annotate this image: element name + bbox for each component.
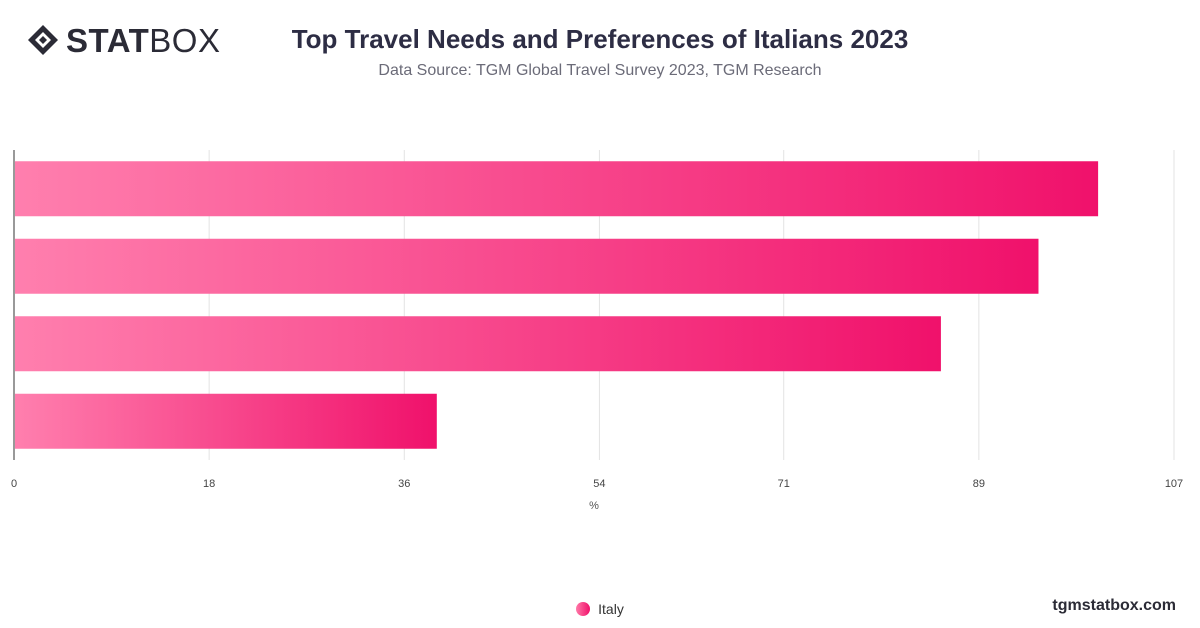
x-tick-label: 71: [778, 478, 790, 490]
x-axis-ticks: 0 18 36 54 71 89 107: [11, 478, 1183, 490]
bars: [15, 161, 1099, 449]
logo-wordmark: STATBOX: [66, 24, 220, 57]
logo-text-light: BOX: [149, 21, 221, 59]
x-tick-label: 89: [973, 478, 985, 490]
legend[interactable]: Italy: [0, 601, 1200, 617]
legend-marker: [576, 602, 591, 616]
bar[interactable]: [15, 393, 437, 449]
legend-label: Italy: [598, 601, 624, 617]
chart-subtitle: Data Source: TGM Global Travel Survey 20…: [378, 62, 822, 79]
x-tick-label: 36: [398, 478, 410, 490]
x-axis-title: %: [589, 500, 599, 512]
statbox-logo: STATBOX: [26, 22, 220, 58]
x-tick-label: 18: [203, 478, 215, 490]
bar[interactable]: [15, 161, 1099, 217]
bar[interactable]: [15, 238, 1039, 294]
chart-title: Top Travel Needs and Preferences of Ital…: [291, 24, 909, 54]
brand-footer: tgmstatbox.com: [1052, 597, 1176, 614]
bar[interactable]: [15, 316, 941, 372]
x-tick-label: 107: [1165, 478, 1183, 490]
statbox-diamond-icon: [28, 25, 58, 55]
bar-chart: 0 18 36 54 71 89 107 %: [11, 150, 1183, 512]
logo-text-bold: STAT: [66, 21, 150, 59]
x-tick-label: 0: [11, 478, 17, 490]
x-tick-label: 54: [593, 478, 605, 490]
